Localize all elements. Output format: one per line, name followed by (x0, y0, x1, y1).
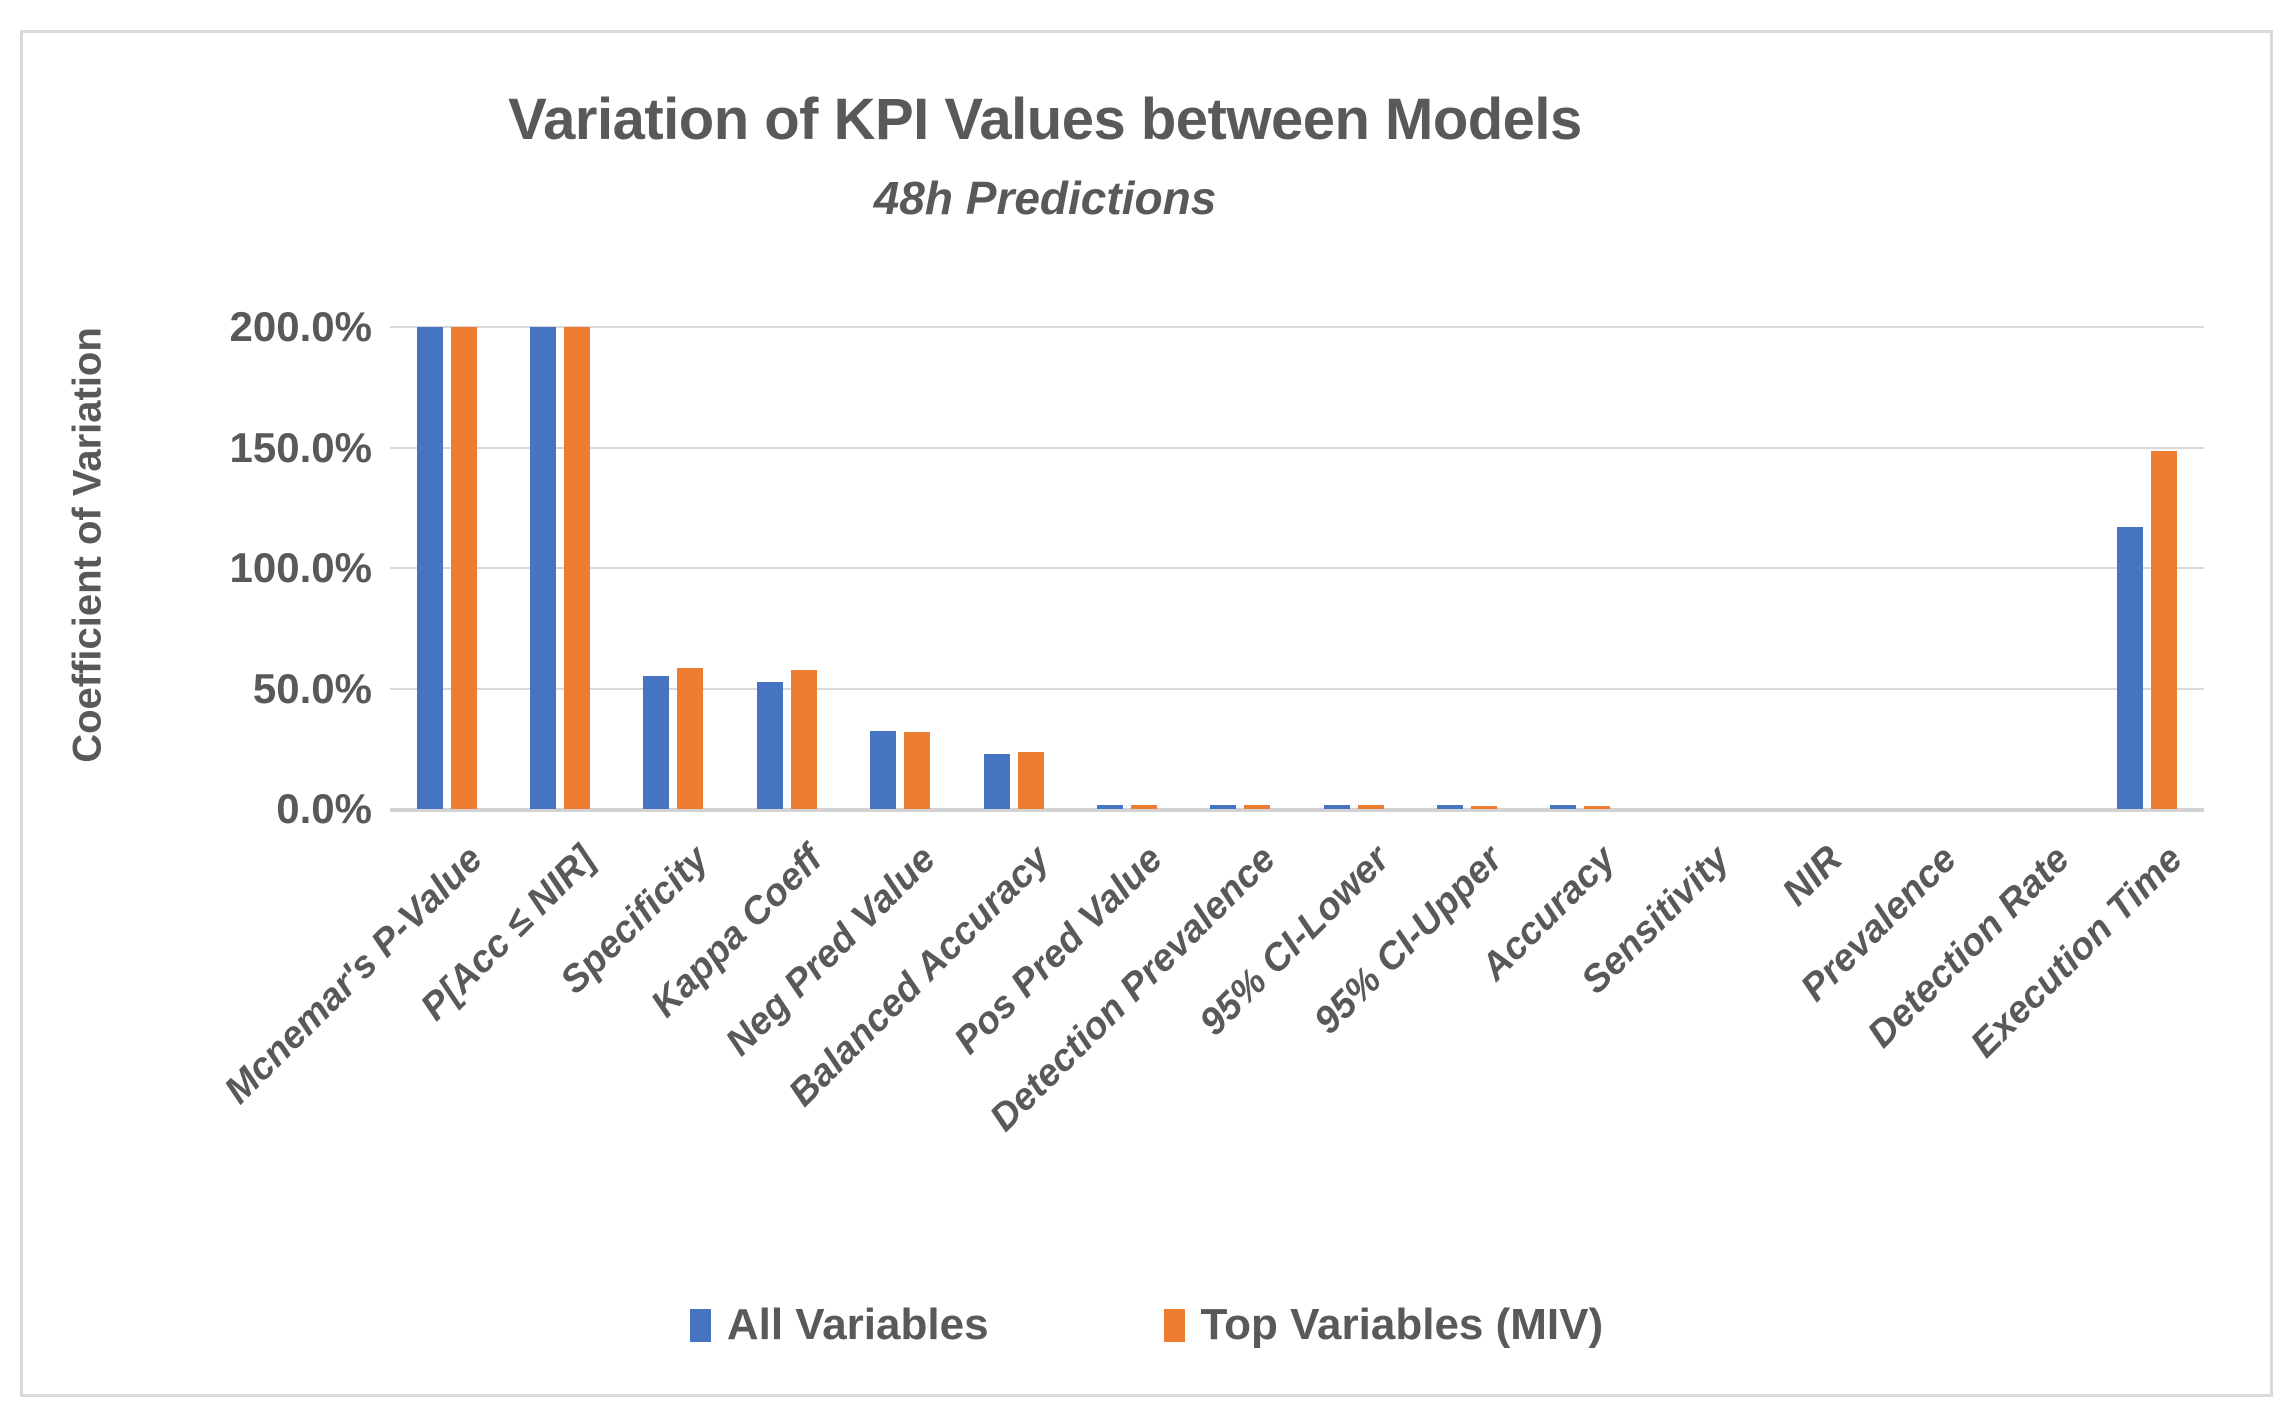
bar-top-variables-miv-specificity (677, 668, 703, 809)
bar-top-variables-miv-kappa-coeff (791, 670, 817, 809)
bar-all-variables-mcnemar-s-p-value (417, 327, 443, 809)
legend-label: Top Variables (MIV) (1200, 1300, 1604, 1349)
y-axis-tick-label: 100.0% (229, 544, 372, 591)
bar-all-variables-neg-pred-value (870, 731, 896, 809)
legend-swatch-all-variables (689, 1308, 711, 1342)
gridline-150.0% (390, 446, 2204, 449)
y-axis-title: Coefficient of Variation (65, 327, 110, 763)
bar-top-variables-miv-95-ci-upper (1471, 806, 1497, 809)
chart-frame-border (20, 30, 2273, 1397)
bar-top-variables-miv-neg-pred-value (904, 732, 930, 809)
bar-all-variables-specificity (643, 676, 669, 809)
legend: All Variables Top Variables (MIV) (20, 1300, 2273, 1350)
gridline-50.0% (390, 687, 2204, 690)
chart-title: Variation of KPI Values between Models (508, 87, 1582, 152)
title-block: Variation of KPI Values between Models 4… (0, 86, 2090, 225)
legend-item-all-variables: All Variables (689, 1300, 989, 1350)
legend-swatch-top-variables-miv (1163, 1308, 1185, 1342)
bar-all-variables-balanced-accuracy (984, 754, 1010, 809)
y-axis-tick-label: 50.0% (252, 664, 372, 712)
bar-top-variables-miv-mcnemar-s-p-value (451, 327, 477, 809)
y-axis-tick-label: 150.0% (229, 423, 372, 471)
gridline-100.0% (390, 567, 2204, 569)
bar-all-variables-detection-prevalence (1210, 805, 1236, 809)
bar-all-variables-kappa-coeff (757, 682, 783, 809)
gridline-200.0% (390, 326, 2204, 328)
y-axis-tick-label: 200.0% (229, 303, 372, 350)
x-axis-line (390, 808, 2204, 812)
bar-all-variables-95-ci-upper (1437, 805, 1463, 809)
bar-top-variables-miv-p-acc-nir (564, 327, 590, 809)
bar-all-variables-accuracy (1550, 805, 1576, 809)
bar-top-variables-miv-accuracy (1584, 806, 1610, 809)
bar-all-variables-95-ci-lower (1324, 805, 1350, 809)
bar-all-variables-execution-time (2117, 527, 2143, 809)
legend-label: All Variables (726, 1300, 989, 1349)
bar-top-variables-miv-pos-pred-value (1131, 805, 1157, 809)
bar-top-variables-miv-95-ci-lower (1358, 805, 1384, 809)
chart-subtitle: 48h Predictions (873, 172, 1217, 224)
bar-top-variables-miv-execution-time (2151, 451, 2177, 809)
bar-all-variables-p-acc-nir (530, 327, 556, 809)
bar-top-variables-miv-balanced-accuracy (1018, 752, 1044, 809)
y-axis-tick-label: 0.0% (276, 785, 372, 832)
legend-item-top-variables-miv: Top Variables (MIV) (1163, 1300, 1604, 1350)
bar-top-variables-miv-detection-prevalence (1244, 805, 1270, 809)
bar-all-variables-pos-pred-value (1097, 805, 1123, 809)
